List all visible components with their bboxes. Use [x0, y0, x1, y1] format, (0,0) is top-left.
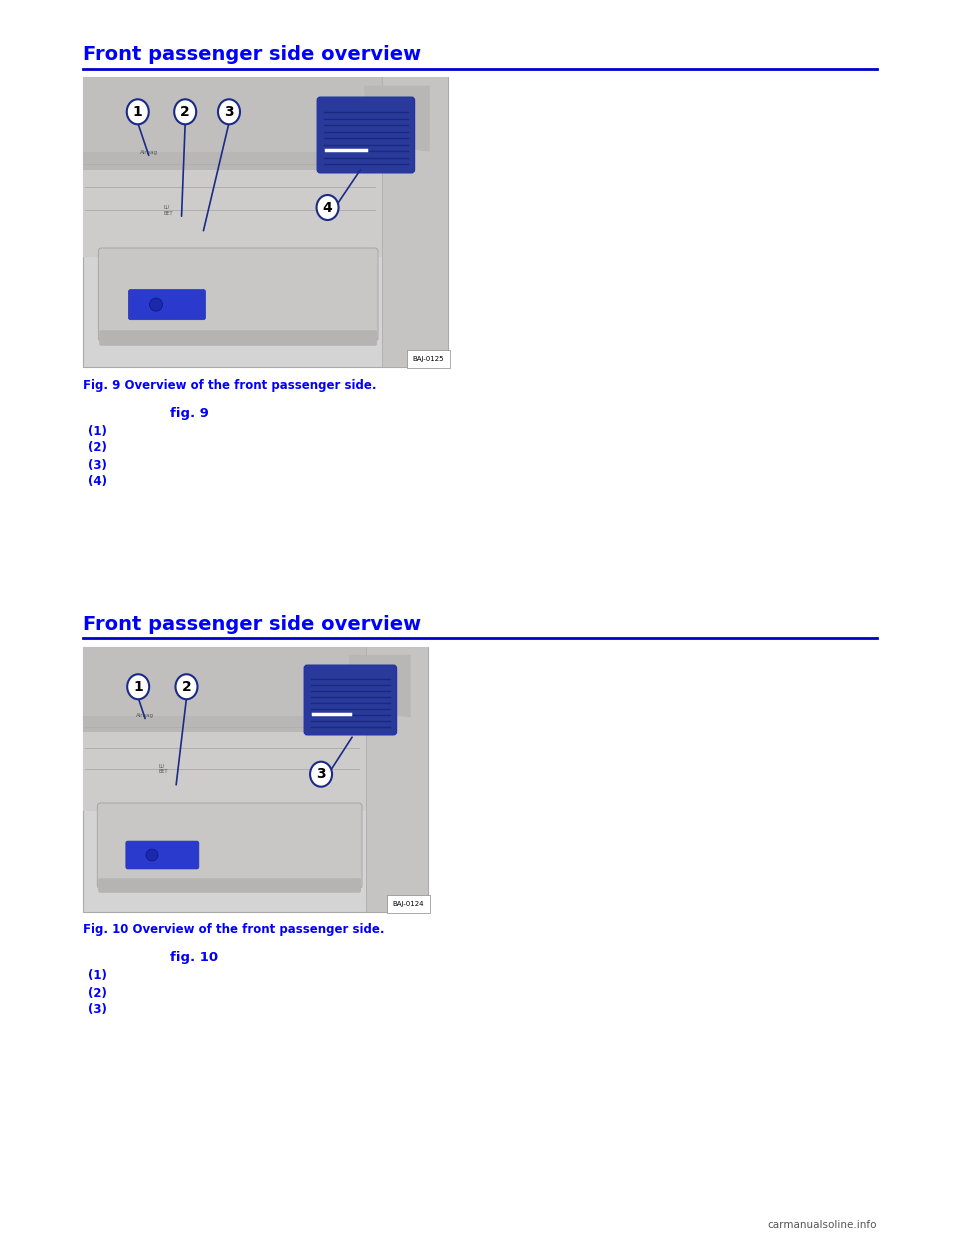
- FancyBboxPatch shape: [83, 153, 382, 170]
- Text: 2: 2: [180, 104, 190, 119]
- FancyBboxPatch shape: [304, 666, 396, 735]
- Text: LU
BET: LU BET: [159, 764, 168, 774]
- FancyBboxPatch shape: [83, 647, 428, 722]
- FancyBboxPatch shape: [83, 161, 382, 257]
- Text: Airbag: Airbag: [136, 713, 155, 718]
- Circle shape: [146, 850, 158, 861]
- FancyBboxPatch shape: [83, 77, 448, 366]
- Text: 2: 2: [181, 679, 191, 694]
- FancyBboxPatch shape: [98, 248, 378, 342]
- Text: 3: 3: [316, 768, 325, 781]
- Text: Fig. 9 Overview of the front passenger side.: Fig. 9 Overview of the front passenger s…: [83, 379, 376, 391]
- Text: (2): (2): [88, 986, 107, 1000]
- Wedge shape: [348, 655, 411, 717]
- Ellipse shape: [127, 674, 149, 699]
- Ellipse shape: [176, 674, 198, 699]
- Text: (1): (1): [88, 970, 107, 982]
- FancyBboxPatch shape: [83, 715, 366, 732]
- Text: (2): (2): [88, 441, 107, 455]
- Ellipse shape: [218, 99, 240, 124]
- Text: carmanualsoline.info: carmanualsoline.info: [767, 1220, 877, 1230]
- FancyBboxPatch shape: [83, 724, 366, 811]
- Text: (1): (1): [88, 425, 107, 437]
- Circle shape: [150, 298, 162, 312]
- Text: 1: 1: [132, 104, 143, 119]
- FancyBboxPatch shape: [366, 647, 428, 912]
- Text: fig. 10: fig. 10: [170, 951, 218, 965]
- FancyBboxPatch shape: [129, 289, 205, 319]
- Text: 3: 3: [225, 104, 234, 119]
- Text: Front passenger side overview: Front passenger side overview: [83, 615, 421, 633]
- Text: BAJ-0124: BAJ-0124: [393, 900, 424, 907]
- Text: (3): (3): [88, 458, 107, 472]
- Text: (3): (3): [88, 1004, 107, 1016]
- Ellipse shape: [174, 99, 196, 124]
- Ellipse shape: [317, 195, 339, 220]
- Wedge shape: [364, 86, 430, 152]
- FancyBboxPatch shape: [382, 77, 448, 366]
- FancyBboxPatch shape: [83, 77, 448, 158]
- Text: BAJ-0125: BAJ-0125: [413, 356, 444, 361]
- Text: (4): (4): [88, 476, 107, 488]
- Ellipse shape: [310, 761, 332, 786]
- Ellipse shape: [127, 99, 149, 124]
- FancyBboxPatch shape: [97, 804, 362, 888]
- Text: 1: 1: [133, 679, 143, 694]
- FancyBboxPatch shape: [83, 647, 428, 912]
- Text: LU
BET: LU BET: [163, 205, 173, 216]
- FancyBboxPatch shape: [126, 841, 199, 869]
- Text: Airbag: Airbag: [140, 150, 157, 155]
- Text: Fig. 10 Overview of the front passenger side.: Fig. 10 Overview of the front passenger …: [83, 924, 385, 936]
- FancyBboxPatch shape: [99, 330, 377, 345]
- Text: 4: 4: [323, 200, 332, 215]
- FancyBboxPatch shape: [317, 97, 415, 173]
- FancyBboxPatch shape: [98, 878, 361, 893]
- Text: Front passenger side overview: Front passenger side overview: [83, 46, 421, 65]
- Text: fig. 9: fig. 9: [170, 406, 209, 420]
